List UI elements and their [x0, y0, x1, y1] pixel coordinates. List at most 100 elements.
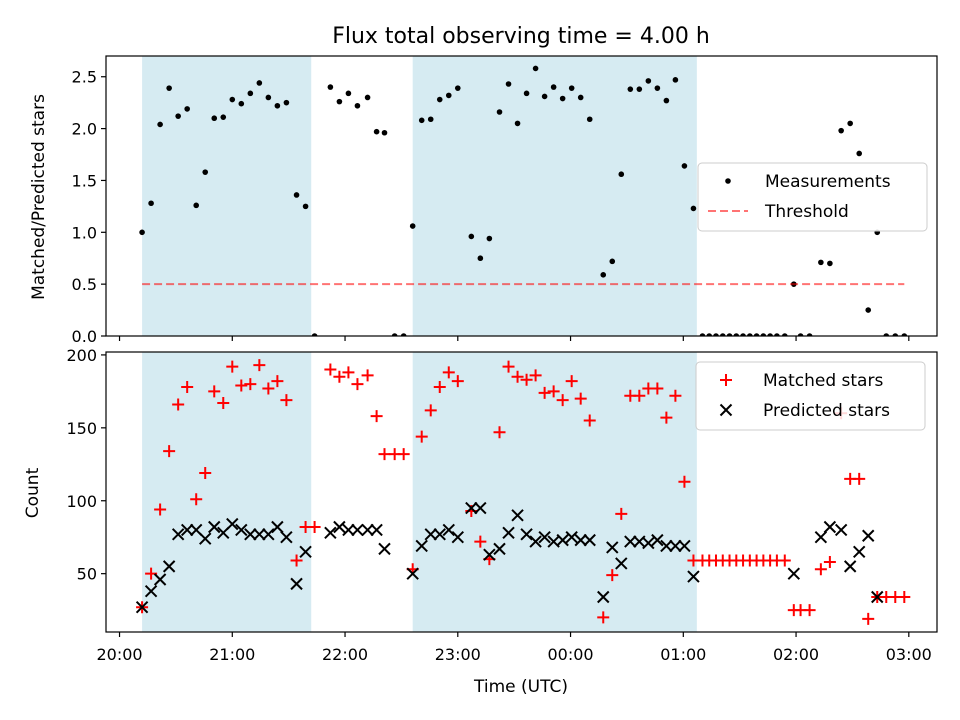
matched-stars-point	[520, 373, 533, 386]
y-tick-label: 100	[66, 492, 97, 511]
predicted-stars-point	[370, 523, 383, 537]
measurements-point	[327, 84, 334, 90]
matched-stars-point	[351, 378, 364, 391]
measurements-point	[733, 333, 740, 336]
measurements-point	[600, 272, 607, 278]
predicted-stars-point	[687, 570, 700, 583]
legend-frame	[697, 162, 928, 232]
matched-stars-point	[502, 360, 515, 373]
matched-stars-point	[370, 410, 383, 423]
measurements-point	[454, 85, 461, 91]
measurements-point	[636, 86, 643, 92]
legend-measurements-swatch	[725, 178, 731, 184]
measurements-point	[265, 94, 272, 101]
predicted-stars-point	[424, 528, 437, 541]
matched-stars-point	[633, 389, 646, 402]
measurements-point	[400, 333, 407, 336]
matched-stars-point	[424, 404, 437, 417]
measurements-point	[193, 202, 200, 209]
measurements-point	[283, 99, 290, 106]
measurements-point	[747, 333, 753, 336]
predicted-stars-point	[415, 539, 428, 553]
measurements-point	[336, 98, 343, 105]
predicted-stars-point	[361, 523, 374, 537]
measurements-point	[354, 102, 361, 109]
measurements-point	[311, 333, 318, 336]
legend-label: Predicted stars	[763, 401, 890, 421]
plot-area	[139, 65, 908, 336]
predicted-stars-point	[324, 526, 337, 540]
predicted-stars-point	[199, 532, 212, 545]
matched-stars-point	[538, 386, 551, 399]
predicted-stars-point	[615, 557, 628, 570]
matched-stars-point	[190, 493, 203, 506]
matched-stars-point	[597, 611, 610, 624]
measurements-point	[586, 116, 593, 123]
predicted-stars-point	[144, 584, 158, 598]
matched-stars-point	[290, 554, 303, 567]
measurements-point	[229, 96, 236, 103]
chart-title: Flux total observing time = 4.00 h	[332, 24, 710, 49]
predicted-stars-point	[153, 573, 167, 586]
matched-stars-point	[814, 563, 827, 576]
matched-stars-point	[651, 382, 664, 395]
measurements-point	[391, 333, 398, 336]
legend-label: Threshold	[764, 202, 849, 222]
predicted-stars-point	[406, 567, 419, 580]
legend-frame	[695, 361, 926, 431]
predicted-stars-point	[834, 523, 848, 537]
matched-stars-point	[280, 394, 293, 407]
matched-stars-point	[678, 475, 691, 488]
predicted-stars-point	[162, 560, 176, 573]
predicted-stars-point	[574, 533, 587, 547]
measurements-point	[559, 95, 566, 102]
y-tick-label: 2.0	[72, 120, 97, 139]
measurements-point	[550, 84, 557, 90]
predicted-stars-point	[642, 536, 655, 550]
matched-stars-point	[669, 389, 682, 402]
measurements-point	[719, 333, 726, 336]
matched-stars-point	[778, 554, 791, 567]
measurements-point	[645, 78, 652, 84]
predicted-stars-point	[483, 548, 496, 561]
measurements-point	[883, 333, 890, 336]
measurements-point	[713, 333, 719, 336]
measurements-point	[681, 163, 688, 169]
measurements-point	[577, 94, 584, 101]
predicted-stars-point	[180, 523, 194, 537]
matched-stars-point	[361, 369, 374, 382]
measurements-point	[827, 260, 833, 267]
matched-stars-point	[154, 503, 167, 516]
predicted-stars-point	[669, 539, 682, 553]
matched-stars-point	[253, 359, 266, 372]
matched-stars-point	[565, 375, 578, 388]
predicted-stars-point	[299, 545, 312, 558]
matched-stars-point	[378, 448, 391, 461]
legend: Measurements Threshold	[697, 162, 928, 232]
matched-stars-point	[308, 521, 321, 533]
x-tick-label: 02:00	[773, 645, 819, 664]
predicted-stars-point	[474, 501, 487, 515]
measurements-point	[220, 114, 227, 120]
matched-stars-point	[324, 363, 337, 376]
matched-stars-point	[853, 472, 866, 485]
measurements-point	[445, 92, 452, 99]
measurements-point	[726, 333, 733, 336]
measurements-point	[541, 93, 548, 100]
predicted-stars-point	[520, 528, 533, 541]
plot-area	[135, 359, 911, 625]
observing-window-1	[142, 56, 312, 336]
matched-stars-point	[217, 397, 230, 410]
predicted-stars-point	[442, 523, 455, 537]
matched-stars-point	[493, 426, 506, 439]
predicted-stars-point	[208, 520, 221, 534]
matched-stars-point	[397, 448, 410, 461]
measurements-point	[568, 85, 575, 91]
predicted-stars-point	[290, 577, 303, 591]
y-tick-label: 200	[66, 346, 97, 365]
matched-stars-point	[615, 507, 628, 520]
matched-stars-point	[244, 378, 257, 391]
matched-stars-point	[451, 375, 464, 388]
measurements-point	[706, 333, 713, 336]
matched-stars-point	[226, 360, 239, 373]
